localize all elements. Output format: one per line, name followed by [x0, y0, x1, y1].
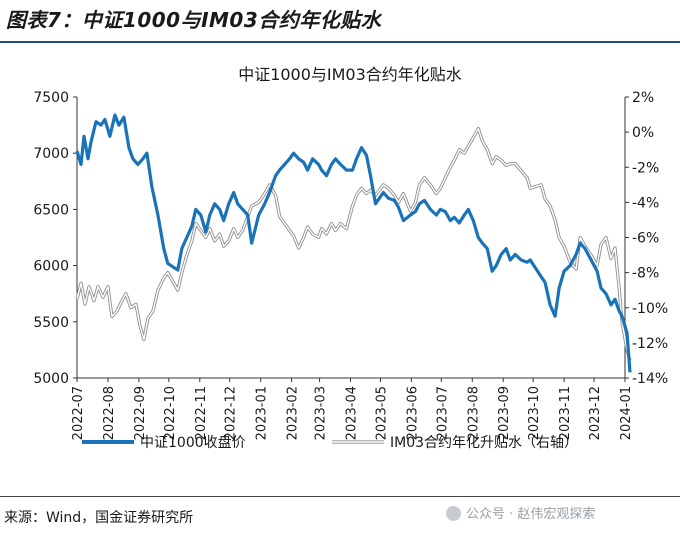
x-tick-label: 2023-09	[497, 386, 512, 440]
y-right-tick-label: -12%	[632, 336, 668, 352]
figure-title: 图表7：中证1000与IM03合约年化贴水	[6, 8, 382, 32]
x-tick-label: 2023-04	[345, 386, 360, 440]
series-layer	[75, 113, 632, 373]
x-tick-label: 2023-01	[255, 386, 270, 440]
footer-rule	[0, 496, 680, 497]
x-tick-label: 2023-06	[405, 386, 420, 440]
x-tick-label: 2023-02	[286, 386, 301, 440]
x-tick-label: 2022-11	[194, 386, 209, 440]
x-tick-label: 2023-03	[314, 386, 329, 440]
chart: 中证1000与IM03合约年化贴水 5000 5500 6000 6500 7000 75…	[33, 65, 668, 451]
y-right-tick-label: -6%	[632, 231, 659, 247]
series-line-im03-basis-inner	[76, 127, 631, 361]
y-left-tick-label: 7500	[33, 90, 69, 106]
x-tick-label: 2022-09	[133, 386, 148, 440]
y-right-tick-label: -10%	[632, 301, 668, 317]
x-tick-label: 2023-05	[374, 386, 389, 440]
x-tick-label: 2024-01	[619, 386, 634, 440]
x-tick-label: 2023-11	[558, 386, 573, 440]
legend-label-zz1000: 中证1000收盘价	[140, 434, 246, 451]
y-right-tick-label: 2%	[632, 90, 654, 106]
title-rule	[0, 41, 680, 43]
y-right-tick-label: -4%	[632, 195, 659, 211]
x-tick-label: 2023-12	[588, 386, 603, 440]
wechat-icon	[446, 506, 461, 521]
y-left-tick-label: 5000	[33, 371, 69, 387]
x-tick-label: 2022-08	[102, 386, 117, 440]
chart-title: 中证1000与IM03合约年化贴水	[238, 65, 462, 84]
x-tick-label: 2023-08	[466, 386, 481, 440]
y-right-tick-label: -8%	[632, 266, 659, 282]
legend-label-im03: IM03合约年化升贴水（右轴）	[390, 435, 578, 451]
x-tick-label: 2023-07	[435, 386, 450, 440]
y-right-tick-label: -14%	[632, 371, 668, 387]
y-left-tick-label: 6500	[33, 202, 69, 218]
y-left-tick-label: 6000	[33, 259, 69, 275]
y-right-tick-label: -2%	[632, 160, 659, 176]
y-left-tick-label: 7000	[33, 146, 69, 162]
watermark-text: 公众号 · 赵伟宏观探索	[466, 507, 596, 522]
x-tick-label: 2022-12	[224, 386, 239, 440]
x-tick-label: 2022-07	[71, 386, 86, 440]
watermark: 公众号 · 赵伟宏观探索	[446, 503, 595, 522]
y-right-tick-label: 0%	[632, 125, 654, 141]
axes: 5000 5500 6000 6500 7000 7500 -14% -12% -10% -8% -…	[33, 90, 668, 440]
source-note: 来源：Wind，国金证券研究所	[4, 510, 194, 526]
y-left-tick-label: 5500	[33, 315, 69, 331]
legend: 中证1000收盘价 IM03合约年化升贴水（右轴）	[82, 434, 578, 451]
x-tick-label: 2023-10	[527, 386, 542, 440]
x-tick-label: 2022-10	[163, 386, 178, 440]
series-line-zz1000-close	[75, 113, 632, 373]
